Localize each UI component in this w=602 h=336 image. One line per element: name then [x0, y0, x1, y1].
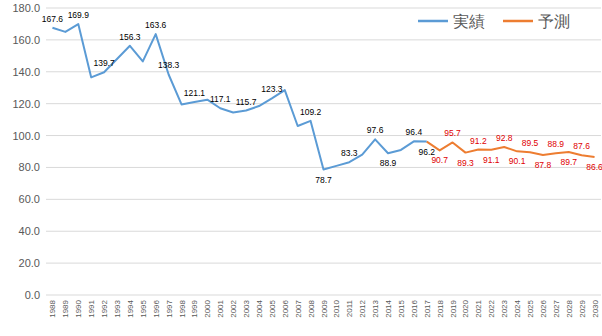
x-tick-label: 2023	[500, 299, 509, 317]
x-tick-label: 2017	[423, 299, 432, 317]
x-tick-label: 2000	[203, 299, 212, 317]
x-tick-label: 2007	[294, 299, 303, 317]
x-tick-label: 2009	[320, 299, 329, 317]
data-label: 123.3	[261, 84, 283, 94]
x-tick-label: 2029	[578, 299, 587, 317]
data-label: 96.4	[406, 127, 423, 137]
x-tick-label: 2028	[565, 299, 574, 317]
y-tick-label: 80.0	[19, 161, 40, 173]
x-tick-label: 2022	[487, 299, 496, 317]
x-tick-label: 1993	[113, 299, 122, 317]
data-label: 83.3	[341, 148, 358, 158]
legend-swatch	[418, 20, 448, 23]
grid-line	[46, 231, 601, 232]
x-tick-label: 1998	[178, 299, 187, 317]
x-tick-label: 2026	[539, 299, 548, 317]
x-tick-label: 2020	[461, 299, 470, 317]
chart: 0.020.040.060.080.0100.0120.0140.0160.01…	[0, 0, 602, 336]
x-tick-label: 1991	[87, 299, 96, 317]
y-tick-label: 20.0	[19, 257, 40, 269]
grid-line	[46, 295, 601, 296]
x-tick-label: 1995	[139, 299, 148, 317]
series-line	[52, 24, 426, 169]
data-label: 91.2	[470, 136, 487, 146]
x-tick-label: 2012	[358, 299, 367, 317]
x-tick-label: 1996	[152, 299, 161, 317]
y-tick-label: 180.0	[12, 2, 40, 14]
x-tick-label: 2013	[371, 299, 380, 317]
x-tick-label: 2027	[552, 299, 561, 317]
y-tick-label: 160.0	[12, 34, 40, 46]
y-tick-label: 40.0	[19, 225, 40, 237]
x-tick-label: 1988	[48, 299, 57, 317]
x-tick-label: 2003	[242, 299, 251, 317]
data-label: 78.7	[315, 175, 332, 185]
data-label: 109.2	[300, 107, 322, 117]
legend-label: 予測	[538, 13, 570, 30]
data-label: 156.3	[119, 32, 141, 42]
data-label: 90.7	[431, 155, 448, 165]
x-tick-label: 1997	[165, 299, 174, 317]
x-tick-label: 2002	[229, 299, 238, 317]
data-label: 87.6	[573, 141, 590, 151]
x-tick-label: 2001	[216, 299, 225, 317]
x-tick-label: 1994	[126, 299, 135, 317]
grid-line	[46, 8, 601, 9]
data-label: 97.6	[367, 125, 384, 135]
data-label: 121.1	[184, 88, 206, 98]
data-label: 88.9	[548, 139, 565, 149]
data-label: 87.8	[535, 160, 552, 170]
data-label: 88.9	[380, 158, 397, 168]
x-tick-label: 2030	[591, 299, 600, 317]
data-label: 91.1	[483, 155, 500, 165]
data-label: 167.6	[42, 14, 64, 24]
data-label: 92.8	[496, 133, 513, 143]
x-tick-label: 2008	[307, 299, 316, 317]
y-tick-label: 100.0	[12, 130, 40, 142]
x-tick-label: 2010	[332, 299, 341, 317]
x-tick-label: 2021	[474, 299, 483, 317]
data-label: 163.6	[145, 20, 167, 30]
data-label: 117.1	[210, 94, 231, 104]
grid-line	[46, 199, 601, 200]
x-tick-label: 1992	[100, 299, 109, 317]
y-tick-label: 60.0	[19, 193, 40, 205]
grid-line	[46, 263, 601, 264]
x-tick-label: 2005	[268, 299, 277, 317]
grid-line	[46, 103, 601, 104]
data-label: 89.3	[457, 158, 474, 168]
x-tick-label: 2024	[513, 299, 522, 317]
x-tick-label: 1989	[61, 299, 70, 317]
x-tick-label: 2006	[281, 299, 290, 317]
x-tick-label: 2015	[397, 299, 406, 317]
data-label: 95.7	[444, 128, 461, 138]
x-tick-label: 2025	[526, 299, 535, 317]
y-tick-label: 0.0	[25, 289, 40, 301]
legend-swatch	[503, 20, 533, 23]
plot-area	[52, 24, 594, 169]
x-tick-label: 1990	[74, 299, 83, 317]
x-tick-label: 2004	[255, 299, 264, 317]
y-tick-label: 140.0	[12, 66, 40, 78]
x-tick-label: 2014	[384, 299, 393, 317]
data-label: 139.7	[93, 58, 115, 68]
grid-line	[46, 135, 601, 136]
x-tick-label: 2016	[410, 299, 419, 317]
legend-label: 実績	[453, 13, 485, 30]
data-label: 89.7	[560, 157, 577, 167]
data-label: 90.1	[509, 156, 526, 166]
grid-line	[46, 71, 601, 72]
x-tick-label: 2018	[436, 299, 445, 317]
data-label: 115.7	[236, 97, 257, 107]
y-tick-label: 120.0	[12, 98, 40, 110]
series-line	[427, 142, 595, 157]
data-label: 86.6	[586, 162, 602, 172]
data-label: 89.5	[522, 138, 539, 148]
x-tick-label: 1999	[190, 299, 199, 317]
x-tick-label: 2019	[449, 299, 458, 317]
data-label: 169.9	[68, 10, 90, 20]
x-tick-label: 2011	[345, 299, 354, 317]
data-label: 138.3	[158, 60, 180, 70]
